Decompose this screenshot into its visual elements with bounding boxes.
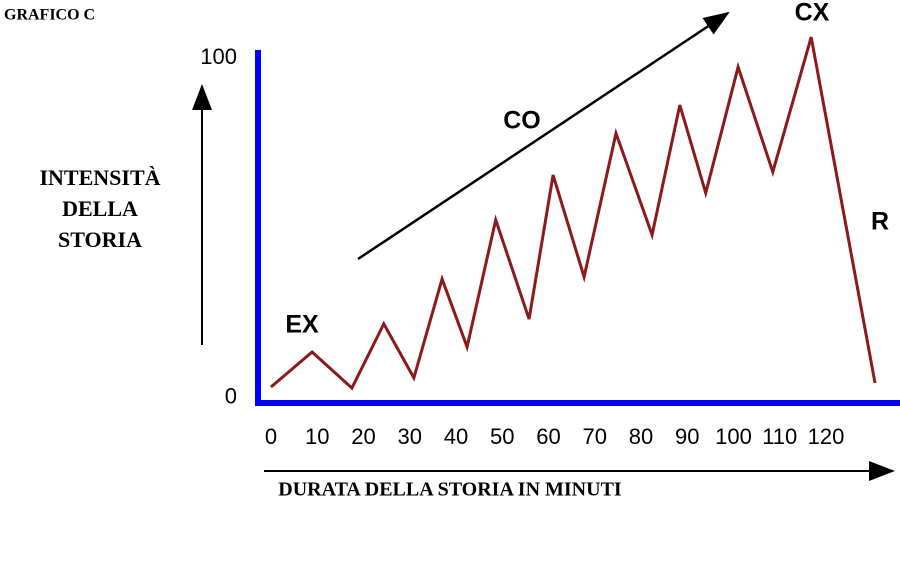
y-tick-label: 100 <box>200 44 237 69</box>
x-tick-label: 60 <box>536 424 560 449</box>
annotation: EX <box>285 311 319 339</box>
y-axis-label: DELLA <box>62 196 138 221</box>
annotation: CX <box>795 0 830 27</box>
x-tick-label: 20 <box>351 424 375 449</box>
x-tick-label: 110 <box>762 424 797 449</box>
x-tick-label: 30 <box>397 424 421 449</box>
y-axis-label: INTENSITÀ <box>39 165 160 190</box>
x-tick-label: 120 <box>808 424 845 449</box>
x-tick-label: 10 <box>305 424 329 449</box>
x-tick-label: 50 <box>490 424 514 449</box>
x-tick-label: 70 <box>582 424 606 449</box>
x-tick-label: 80 <box>629 424 653 449</box>
y-tick-label: 0 <box>225 384 237 409</box>
y-axis-label: STORIA <box>58 227 142 252</box>
annotation: R <box>871 208 889 236</box>
x-tick-label: 90 <box>675 424 699 449</box>
x-tick-label: 100 <box>715 424 752 449</box>
chart-title: GRAFICO C <box>4 7 95 24</box>
annotation: CO <box>503 107 541 135</box>
x-axis-label: DURATA DELLA STORIA IN MINUTI <box>278 479 622 501</box>
x-tick-label: 40 <box>444 424 468 449</box>
data-line <box>269 36 877 391</box>
x-tick-label: 0 <box>265 424 277 449</box>
trend-arrow <box>357 11 730 261</box>
